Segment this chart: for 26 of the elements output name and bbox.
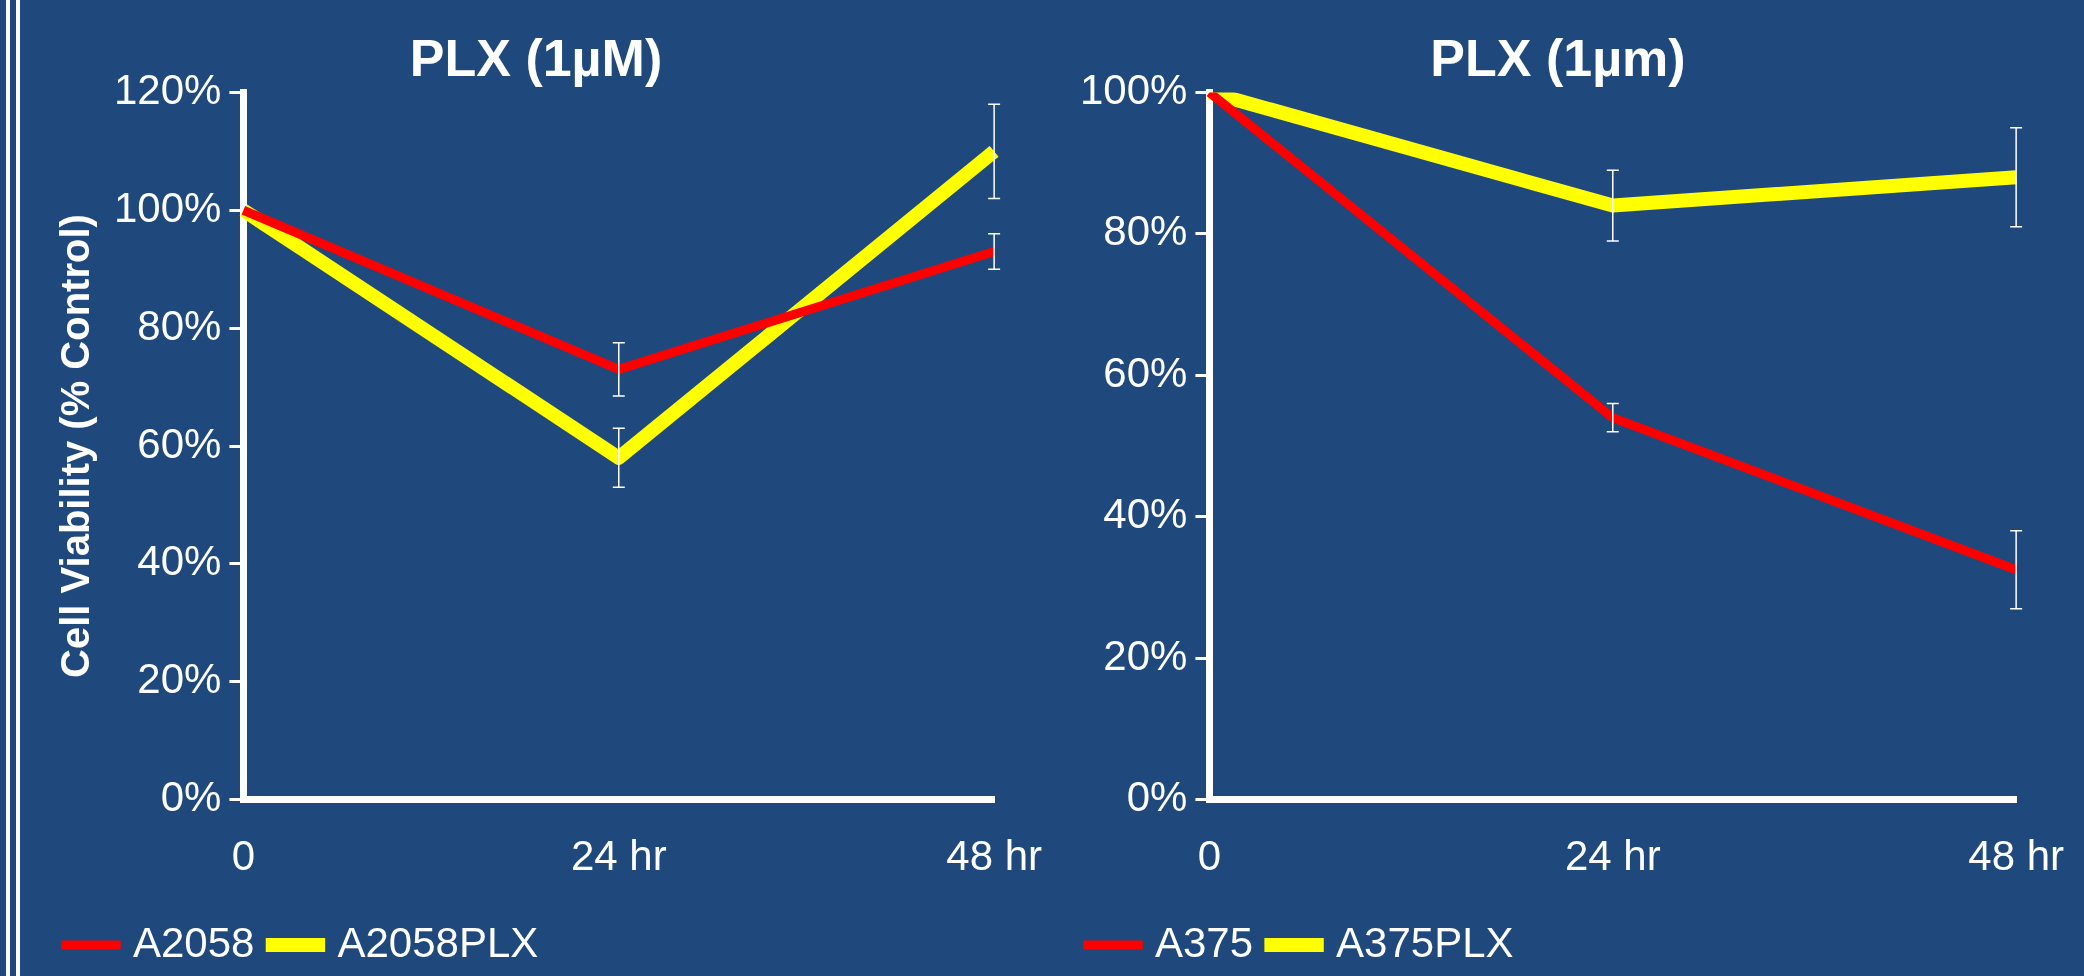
y-tick-label: 60% bbox=[1103, 348, 1188, 396]
x-tick-label: 24 hr bbox=[570, 832, 667, 880]
y-tick-label: 100% bbox=[114, 183, 222, 231]
x-tick-label: 0 bbox=[231, 832, 256, 880]
y-tick-label: 100% bbox=[1080, 65, 1188, 113]
chart-title: PLX (1µm) bbox=[1430, 28, 1686, 87]
chart-title: PLX (1µM) bbox=[409, 28, 663, 87]
legend-label: A2058PLX bbox=[337, 918, 539, 966]
legend-label: A375 bbox=[1155, 918, 1254, 966]
y-tick-label: 0% bbox=[160, 773, 222, 821]
y-tick-label: 40% bbox=[137, 537, 222, 585]
x-tick-label: 0 bbox=[1197, 832, 1222, 880]
y-tick-label: 20% bbox=[1103, 631, 1188, 679]
y-tick-label: 80% bbox=[1103, 207, 1188, 255]
y-tick-label: 0% bbox=[1126, 773, 1188, 821]
x-tick-label: 48 hr bbox=[1968, 832, 2065, 880]
y-tick-label: 40% bbox=[1103, 490, 1188, 538]
y-axis-title: Cell Viability (% Control) bbox=[53, 214, 98, 678]
legend-label: A2058 bbox=[133, 918, 255, 966]
x-tick-label: 24 hr bbox=[1564, 832, 1661, 880]
y-tick-label: 80% bbox=[137, 301, 222, 349]
y-tick-label: 20% bbox=[137, 655, 222, 703]
legend-label: A375PLX bbox=[1336, 918, 1514, 966]
x-tick-label: 48 hr bbox=[946, 832, 1043, 880]
y-tick-label: 120% bbox=[114, 65, 222, 113]
y-tick-label: 60% bbox=[137, 419, 222, 467]
